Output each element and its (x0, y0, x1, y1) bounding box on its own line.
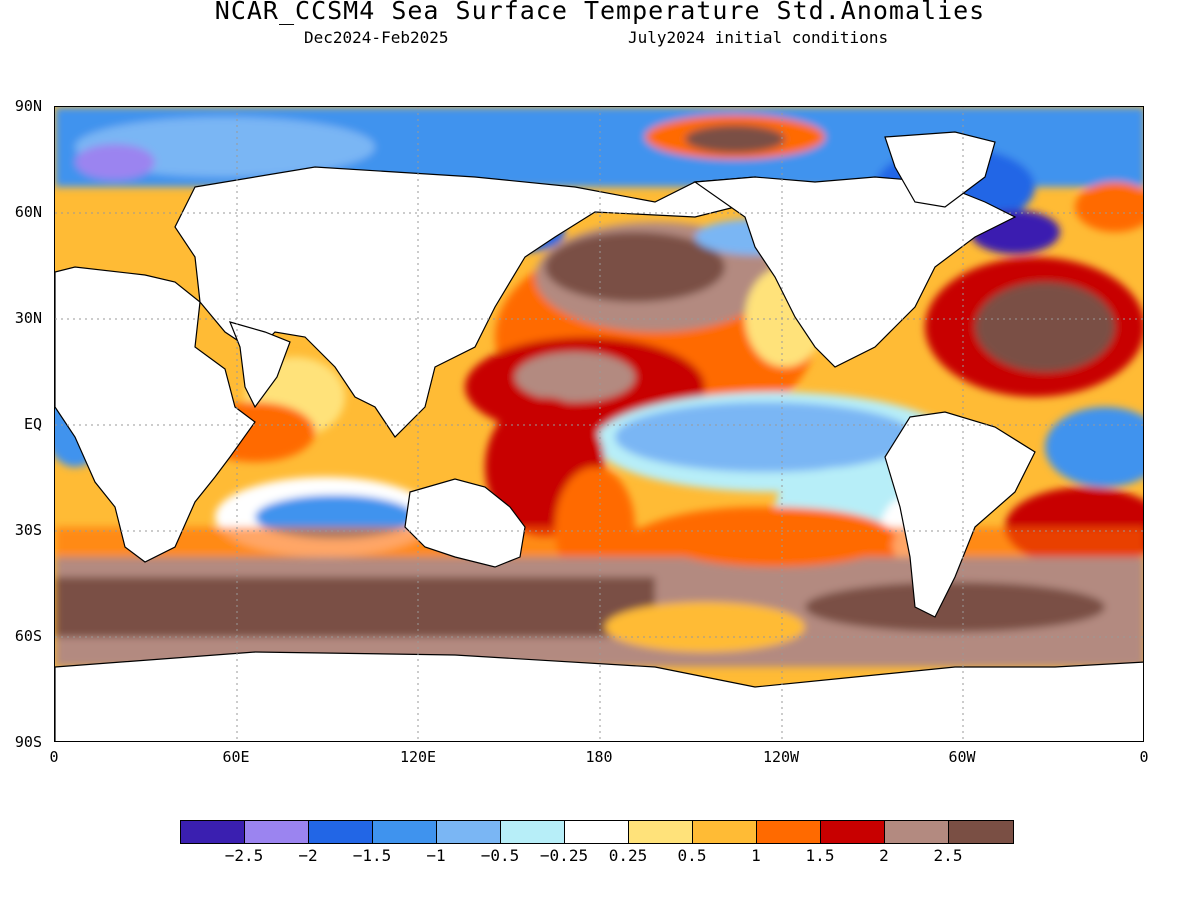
lon-label-0-east: 0 (1139, 748, 1149, 766)
lat-label-90s: 90S (14, 733, 42, 751)
colorbar-tick-label: −1 (426, 846, 446, 865)
lon-label-120w: 120W (762, 748, 800, 766)
sst-anomaly-map (54, 106, 1144, 742)
colorbar-tick-label: −1.5 (352, 846, 392, 865)
colorbar-swatch (501, 821, 565, 843)
colorbar-tick-label: 1.5 (805, 846, 835, 865)
map-title: NCAR_CCSM4 Sea Surface Temperature Std.A… (214, 0, 986, 25)
lat-label-60s: 60S (14, 627, 42, 645)
lat-label-30n: 30N (14, 309, 42, 327)
colorbar-swatch (437, 821, 501, 843)
graticule (55, 107, 1143, 741)
colorbar-swatch (245, 821, 309, 843)
north-america (693, 176, 1017, 368)
colorbar-tick-label: −2.5 (224, 846, 264, 865)
lat-label-eq: EQ (23, 415, 42, 433)
colorbar-swatch (949, 821, 1013, 843)
colorbar-swatch (757, 821, 821, 843)
colorbar-swatch (181, 821, 245, 843)
colorbar-swatch (629, 821, 693, 843)
south-america (884, 411, 1036, 618)
colorbar (180, 820, 1014, 844)
colorbar-tick-label: 0.5 (677, 846, 707, 865)
lon-label-0: 0 (49, 748, 59, 766)
colorbar-tick-label: 2 (879, 846, 889, 865)
greenland (884, 131, 996, 208)
colorbar-tick-label: −0.5 (480, 846, 520, 865)
colorbar-swatch (565, 821, 629, 843)
antarctica (55, 651, 1143, 741)
colorbar-tick-label: −0.25 (539, 846, 589, 865)
lon-label-60e: 60E (222, 748, 250, 766)
colorbar-swatch (309, 821, 373, 843)
colorbar-tick-label: −2 (298, 846, 318, 865)
colorbar-swatch (885, 821, 949, 843)
lon-label-180: 180 (585, 748, 613, 766)
colorbar-tick-label: 0.25 (608, 846, 648, 865)
lon-label-120e: 120E (399, 748, 437, 766)
africa (55, 266, 256, 563)
lat-label-30s: 30S (14, 521, 42, 539)
initial-conditions: July2024 initial conditions (628, 28, 889, 47)
colorbar-tick-label: 1 (751, 846, 761, 865)
map-canvas (55, 107, 1143, 741)
lon-label-60w: 60W (948, 748, 976, 766)
lat-label-90n: 90N (14, 97, 42, 115)
colorbar-swatch (821, 821, 885, 843)
lat-label-60n: 60N (14, 203, 42, 221)
colorbar-swatch (373, 821, 437, 843)
colorbar-tick-label: 2.5 (933, 846, 963, 865)
land-masses (55, 131, 1143, 741)
colorbar-swatch (693, 821, 757, 843)
india (228, 321, 291, 409)
forecast-period: Dec2024-Feb2025 (304, 28, 449, 47)
